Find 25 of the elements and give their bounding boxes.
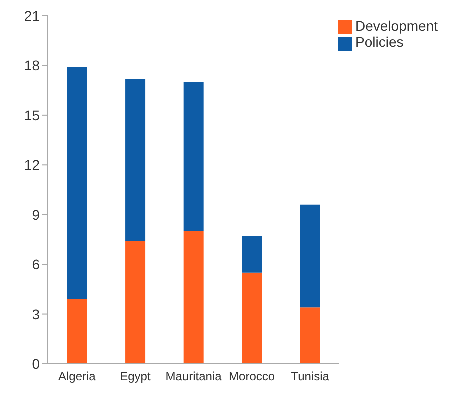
bar bbox=[300, 204, 320, 308]
x-tick-label: Egypt bbox=[120, 370, 152, 384]
legend-label: Development bbox=[356, 18, 438, 34]
y-tick-label: 21 bbox=[24, 8, 40, 24]
bar bbox=[184, 231, 204, 364]
bar bbox=[126, 241, 146, 364]
y-tick-label: 15 bbox=[24, 107, 40, 124]
bar bbox=[126, 78, 146, 242]
y-tick-label: 12 bbox=[24, 157, 40, 174]
legend-label: Policies bbox=[356, 34, 404, 50]
y-tick-label: 6 bbox=[32, 256, 40, 273]
bar bbox=[242, 272, 262, 364]
bar bbox=[67, 67, 88, 300]
bar bbox=[242, 236, 262, 273]
x-tick-label: Mauritania bbox=[166, 370, 222, 384]
x-tick-label: Tunisia bbox=[291, 370, 330, 384]
y-tick-label: 9 bbox=[32, 206, 40, 223]
x-tick-label: Morocco bbox=[229, 370, 276, 384]
y-tick-label: 3 bbox=[32, 306, 40, 322]
bar bbox=[184, 82, 204, 232]
y-tick-label: 18 bbox=[24, 58, 40, 74]
bar bbox=[67, 299, 88, 364]
x-tick-label: Algeria bbox=[58, 370, 96, 384]
y-tick-label: 0 bbox=[32, 356, 40, 372]
bar bbox=[300, 308, 320, 364]
